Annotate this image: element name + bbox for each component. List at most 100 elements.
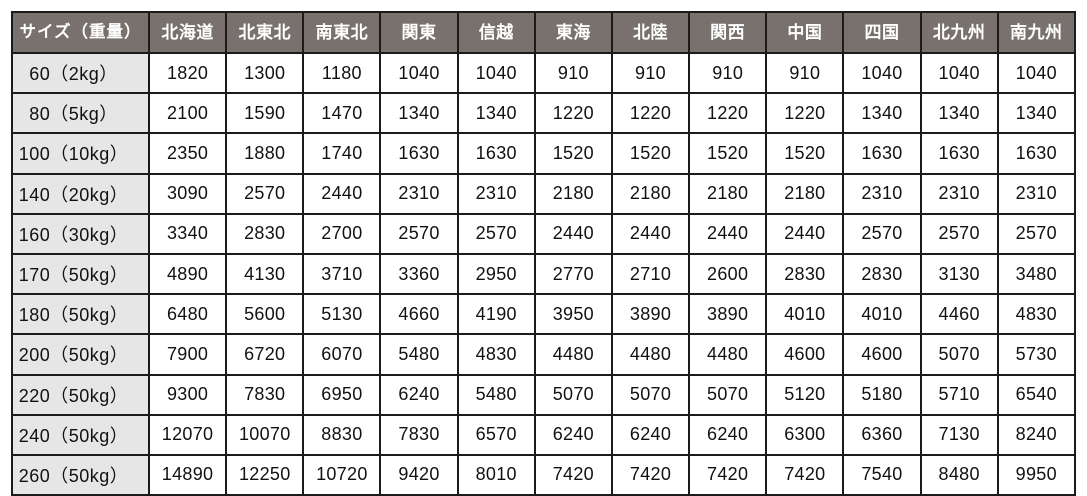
rate-cell: 4600 <box>765 333 845 376</box>
rate-cell: 2440 <box>688 212 768 255</box>
rate-cell: 6240 <box>533 413 613 456</box>
rate-cell: 12070 <box>147 413 228 456</box>
rate-cell: 4890 <box>147 252 228 296</box>
row-header-size: 180（50kg） <box>11 293 150 336</box>
rate-cell: 2770 <box>533 252 613 296</box>
table-row: 160（30kg） 3340 2830 2700 2570 2570 2440 2440 244… <box>11 212 1076 255</box>
rate-cell: 5480 <box>456 373 536 416</box>
row-header-size: 240（50kg） <box>11 413 150 456</box>
rate-cell: 1820 <box>147 51 228 95</box>
rate-cell: 5070 <box>610 373 691 416</box>
rate-cell: 1340 <box>842 92 922 135</box>
rate-cell: 3360 <box>379 252 459 296</box>
rate-cell: 3950 <box>533 293 613 336</box>
rate-cell: 7900 <box>147 333 228 376</box>
row-header-size: 220（50kg） <box>11 373 150 416</box>
rate-cell: 4010 <box>842 293 922 336</box>
rate-cell: 2310 <box>379 172 459 215</box>
rate-cell: 6480 <box>147 293 228 336</box>
rate-cell: 1220 <box>533 92 613 135</box>
row-header-size: 60（2kg） <box>11 51 150 95</box>
rate-cell: 5480 <box>379 333 459 376</box>
table-body: 60（2kg） 1820 1300 1180 1040 1040 910 910 910 910 1… <box>11 51 1076 496</box>
rate-cell: 4460 <box>919 293 999 336</box>
rate-cell: 1300 <box>225 51 305 95</box>
rate-cell: 2570 <box>456 212 536 255</box>
shipping-rate-table-container: サイズ（重量） 北海道 北東北 南東北 関東 信越 東海 北陸 関西 中国 四国 北九州 南九州 60… <box>11 11 1076 496</box>
rate-cell: 5180 <box>842 373 922 416</box>
column-header-region: 南東北 <box>302 11 382 54</box>
rate-cell: 2440 <box>302 172 382 215</box>
column-header-region: 信越 <box>456 11 536 54</box>
rate-cell: 6950 <box>302 373 382 416</box>
rate-cell: 3890 <box>688 293 768 336</box>
rate-cell: 9950 <box>996 453 1076 496</box>
column-header-region: 関東 <box>379 11 459 54</box>
rate-cell: 2350 <box>147 132 228 175</box>
column-header-region: 北東北 <box>225 11 305 54</box>
rate-cell: 3480 <box>996 252 1076 296</box>
rate-cell: 4190 <box>456 293 536 336</box>
rate-cell: 6240 <box>610 413 691 456</box>
rate-cell: 2180 <box>765 172 845 215</box>
rate-cell: 2310 <box>456 172 536 215</box>
table-row: 180（50kg） 6480 5600 5130 4660 4190 3950 3890 389… <box>11 293 1076 336</box>
rate-cell: 6540 <box>996 373 1076 416</box>
rate-cell: 4600 <box>842 333 922 376</box>
rate-cell: 2180 <box>533 172 613 215</box>
rate-cell: 5130 <box>302 293 382 336</box>
rate-cell: 10720 <box>302 453 382 496</box>
rate-cell: 1520 <box>533 132 613 175</box>
rate-cell: 6240 <box>688 413 768 456</box>
rate-cell: 1040 <box>456 51 536 95</box>
rate-cell: 1880 <box>225 132 305 175</box>
row-header-size: 160（30kg） <box>11 212 150 255</box>
table-row: 100（10kg） 2350 1880 1740 1630 1630 1520 1520 152… <box>11 132 1076 175</box>
row-header-size: 170（50kg） <box>11 252 150 296</box>
rate-cell: 2310 <box>996 172 1076 215</box>
rate-cell: 9300 <box>147 373 228 416</box>
rate-cell: 7540 <box>842 453 922 496</box>
rate-cell: 4130 <box>225 252 305 296</box>
rate-cell: 1040 <box>379 51 459 95</box>
rate-cell: 910 <box>765 51 845 95</box>
rate-cell: 3090 <box>147 172 228 215</box>
rate-cell: 3890 <box>610 293 691 336</box>
rate-cell: 1340 <box>996 92 1076 135</box>
rate-cell: 3130 <box>919 252 999 296</box>
rate-cell: 1630 <box>456 132 536 175</box>
rate-cell: 1180 <box>302 51 382 95</box>
rate-cell: 8010 <box>456 453 536 496</box>
rate-cell: 2950 <box>456 252 536 296</box>
rate-cell: 1220 <box>765 92 845 135</box>
header-row: サイズ（重量） 北海道 北東北 南東北 関東 信越 東海 北陸 関西 中国 四国 北九州 南九州 <box>11 11 1076 54</box>
rate-cell: 1040 <box>996 51 1076 95</box>
rate-cell: 2570 <box>842 212 922 255</box>
table-row: 260（50kg） 14890 12250 10720 9420 8010 7420 7420… <box>11 453 1076 496</box>
rate-cell: 4480 <box>610 333 691 376</box>
rate-cell: 1340 <box>919 92 999 135</box>
rate-cell: 8480 <box>919 453 999 496</box>
rate-cell: 7830 <box>225 373 305 416</box>
rate-cell: 1340 <box>456 92 536 135</box>
rate-cell: 2700 <box>302 212 382 255</box>
rate-cell: 2830 <box>765 252 845 296</box>
rate-cell: 1040 <box>919 51 999 95</box>
column-header-region: 北九州 <box>919 11 999 54</box>
rate-cell: 6570 <box>456 413 536 456</box>
rate-cell: 1340 <box>379 92 459 135</box>
row-header-size: 260（50kg） <box>11 453 150 496</box>
rate-cell: 1040 <box>842 51 922 95</box>
rate-cell: 1520 <box>688 132 768 175</box>
rate-cell: 2180 <box>610 172 691 215</box>
rate-cell: 9420 <box>379 453 459 496</box>
rate-cell: 1590 <box>225 92 305 135</box>
rate-cell: 1630 <box>919 132 999 175</box>
rate-cell: 2440 <box>533 212 613 255</box>
row-header-size: 200（50kg） <box>11 333 150 376</box>
rate-cell: 910 <box>533 51 613 95</box>
rate-cell: 2570 <box>225 172 305 215</box>
rate-cell: 1630 <box>842 132 922 175</box>
rate-cell: 2830 <box>842 252 922 296</box>
table-row: 60（2kg） 1820 1300 1180 1040 1040 910 910 910 910 1… <box>11 51 1076 95</box>
